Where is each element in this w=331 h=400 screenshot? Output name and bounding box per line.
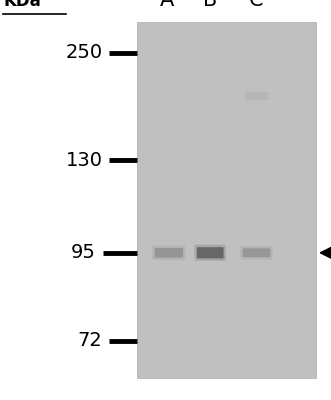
Text: 72: 72	[78, 331, 103, 350]
FancyBboxPatch shape	[195, 245, 226, 261]
Text: 130: 130	[66, 150, 103, 170]
FancyBboxPatch shape	[245, 92, 268, 100]
FancyBboxPatch shape	[243, 248, 270, 257]
Text: A: A	[160, 0, 174, 10]
FancyBboxPatch shape	[197, 247, 224, 258]
FancyBboxPatch shape	[155, 248, 183, 258]
Text: B: B	[203, 0, 217, 10]
Text: 95: 95	[71, 243, 96, 262]
FancyBboxPatch shape	[152, 246, 185, 260]
Text: C: C	[249, 0, 264, 10]
Text: 250: 250	[66, 43, 103, 62]
Text: KDa: KDa	[3, 0, 41, 10]
FancyBboxPatch shape	[240, 246, 273, 260]
Bar	[137, 22, 316, 378]
